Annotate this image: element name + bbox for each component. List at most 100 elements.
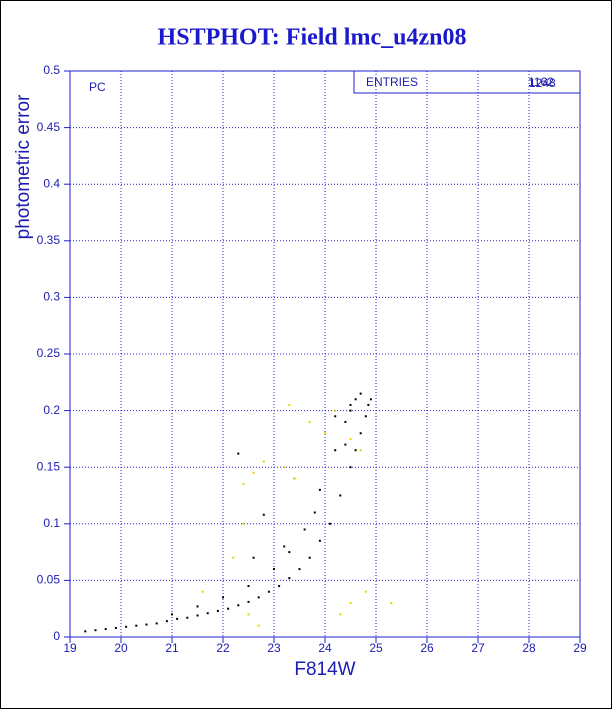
point <box>247 585 250 588</box>
point <box>252 556 255 559</box>
point <box>165 620 168 623</box>
point <box>359 449 362 452</box>
point <box>359 392 362 395</box>
point <box>349 409 352 412</box>
point <box>334 415 337 418</box>
x-tick-label: 19 <box>63 641 77 655</box>
point <box>206 612 209 615</box>
point <box>155 622 158 625</box>
point <box>303 528 306 531</box>
point <box>171 613 173 616</box>
x-tick-label: 27 <box>471 641 485 655</box>
y-tick-label: 0.4 <box>43 176 60 190</box>
x-tick-label: 21 <box>165 641 179 655</box>
point <box>283 545 286 548</box>
x-tick-label: 29 <box>573 641 587 655</box>
x-tick-label: 25 <box>369 641 383 655</box>
point <box>196 605 199 608</box>
point <box>278 585 281 588</box>
point <box>145 623 148 626</box>
point <box>349 403 352 406</box>
point <box>125 625 128 628</box>
point <box>257 624 260 627</box>
point <box>308 420 311 423</box>
point <box>186 616 189 619</box>
point <box>313 511 316 514</box>
point <box>308 556 311 559</box>
point <box>257 596 260 599</box>
point <box>364 590 367 593</box>
y-tick-label: 0.05 <box>37 573 61 587</box>
point <box>242 483 245 486</box>
point <box>369 398 372 401</box>
point <box>283 466 286 469</box>
x-tick-label: 24 <box>318 641 332 655</box>
y-tick-label: 0.25 <box>37 346 61 360</box>
point <box>252 471 255 474</box>
point <box>237 452 240 455</box>
point <box>354 398 357 401</box>
y-axis-label: photometric error <box>13 94 34 239</box>
x-tick-label: 20 <box>114 641 128 655</box>
point <box>222 596 224 599</box>
y-tick-label: 0.35 <box>37 233 61 247</box>
point <box>242 522 245 525</box>
point <box>318 539 321 542</box>
plot-frame <box>69 70 581 638</box>
point <box>329 522 332 525</box>
point <box>324 432 326 435</box>
point <box>104 628 107 631</box>
point <box>298 568 301 571</box>
point <box>364 415 367 418</box>
point <box>216 609 219 612</box>
point <box>201 590 204 593</box>
y-tick-label: 0.45 <box>37 120 61 134</box>
annotation: PC <box>89 80 106 94</box>
point <box>359 432 362 435</box>
point <box>84 630 87 633</box>
x-axis-label: F814W <box>294 659 355 680</box>
y-tick-label: 0.15 <box>37 459 61 473</box>
point <box>227 607 230 610</box>
x-tick-label: 23 <box>267 641 281 655</box>
y-tick-label: 0 <box>53 629 60 643</box>
point <box>288 403 291 406</box>
point <box>344 420 347 423</box>
y-tick-label: 0.1 <box>43 516 60 530</box>
point <box>262 513 265 516</box>
point <box>344 443 347 446</box>
point <box>232 556 235 559</box>
point <box>247 613 250 616</box>
x-tick-label: 28 <box>522 641 536 655</box>
point <box>349 466 352 469</box>
point <box>135 624 138 627</box>
point <box>339 613 342 616</box>
y-tick-label: 0.2 <box>43 403 60 417</box>
point <box>334 409 337 412</box>
point <box>247 600 250 603</box>
point <box>114 626 117 629</box>
x-tick-label: 26 <box>420 641 434 655</box>
point <box>196 614 199 617</box>
point <box>267 590 270 593</box>
point <box>339 494 342 497</box>
stats-value: 1248 <box>529 76 556 90</box>
point <box>334 449 337 452</box>
chart-title: HSTPHOT: Field lmc_u4zn08 <box>158 25 467 51</box>
point <box>273 568 275 571</box>
point <box>318 488 321 491</box>
y-tick-label: 0.5 <box>43 63 60 77</box>
x-tick-label: 22 <box>216 641 230 655</box>
point <box>262 460 265 463</box>
point <box>349 602 352 605</box>
point <box>390 602 393 605</box>
point <box>237 604 240 607</box>
stats-label: ENTRIES <box>366 75 418 89</box>
point <box>94 629 97 632</box>
point <box>367 403 370 406</box>
stats-value: 1162 <box>528 75 554 89</box>
point <box>176 617 179 620</box>
point <box>354 449 357 452</box>
